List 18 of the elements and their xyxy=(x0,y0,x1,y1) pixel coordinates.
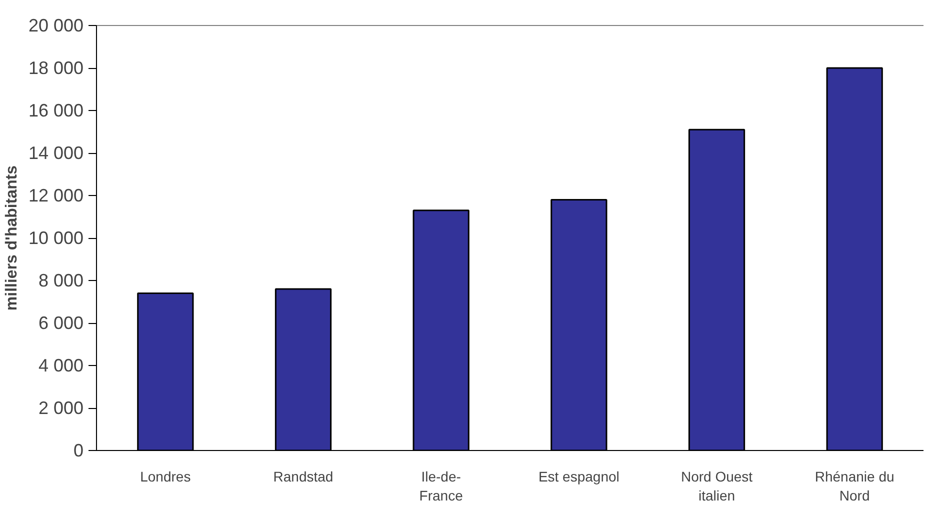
y-tick-label: 20 000 xyxy=(28,16,84,36)
x-tick-label: Nord Ouest italien xyxy=(680,468,753,504)
x-tick-label: Londres xyxy=(140,468,191,484)
y-tick-label: 8 000 xyxy=(38,270,84,290)
y-tick-label: 6 000 xyxy=(38,313,84,333)
y-tick-label: 12 000 xyxy=(28,186,84,206)
y-tick-label: 18 000 xyxy=(28,58,84,78)
x-tick-label: Rhénanie du Nord xyxy=(814,468,894,504)
y-tick-label: 2 000 xyxy=(38,398,84,418)
y-tick-label: 10 000 xyxy=(28,228,84,248)
x-tick-label: Randstad xyxy=(273,468,334,484)
x-tick-label: Est espagnol xyxy=(538,468,620,484)
y-tick-label: 16 000 xyxy=(28,100,84,120)
y-tick-label: 4 000 xyxy=(38,356,84,376)
x-tick-label: Ile-de-France xyxy=(419,468,464,504)
y-tick-label: 14 000 xyxy=(28,143,84,163)
y-axis-title: milliers d'habitants xyxy=(3,165,20,311)
y-tick-label: 0 xyxy=(73,440,84,460)
